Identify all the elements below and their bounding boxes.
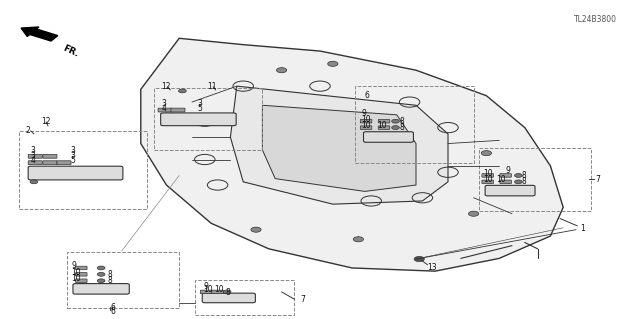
- FancyBboxPatch shape: [378, 119, 390, 123]
- FancyBboxPatch shape: [28, 161, 42, 165]
- Text: 8: 8: [522, 177, 526, 186]
- Circle shape: [468, 211, 479, 216]
- FancyBboxPatch shape: [360, 119, 372, 123]
- Text: 7: 7: [595, 175, 600, 184]
- Text: 8: 8: [522, 171, 526, 180]
- Text: 3: 3: [31, 146, 36, 155]
- FancyBboxPatch shape: [482, 174, 493, 177]
- Text: 8: 8: [400, 117, 404, 126]
- Text: 3: 3: [31, 151, 36, 160]
- Circle shape: [414, 256, 424, 262]
- FancyBboxPatch shape: [43, 154, 57, 158]
- Text: 6: 6: [110, 308, 115, 316]
- Circle shape: [179, 89, 186, 93]
- FancyBboxPatch shape: [485, 185, 535, 196]
- Text: 4: 4: [161, 104, 166, 113]
- FancyBboxPatch shape: [364, 132, 413, 142]
- Text: 6: 6: [365, 91, 370, 100]
- FancyBboxPatch shape: [212, 290, 223, 293]
- Circle shape: [97, 266, 105, 270]
- Text: 10: 10: [362, 115, 371, 124]
- Text: 9: 9: [204, 282, 209, 291]
- Text: 7: 7: [301, 295, 306, 304]
- Circle shape: [481, 151, 492, 156]
- Text: 10: 10: [483, 169, 493, 178]
- FancyBboxPatch shape: [360, 126, 372, 130]
- Circle shape: [515, 180, 522, 184]
- Circle shape: [223, 290, 231, 294]
- FancyBboxPatch shape: [161, 113, 236, 126]
- Text: 3: 3: [197, 99, 202, 108]
- Circle shape: [328, 61, 338, 66]
- Circle shape: [353, 237, 364, 242]
- Text: 13: 13: [428, 263, 437, 272]
- Circle shape: [97, 279, 105, 283]
- FancyBboxPatch shape: [378, 126, 390, 130]
- FancyBboxPatch shape: [202, 293, 255, 303]
- FancyBboxPatch shape: [76, 272, 87, 276]
- Circle shape: [515, 174, 522, 177]
- FancyBboxPatch shape: [73, 284, 129, 294]
- Text: 12: 12: [42, 117, 51, 126]
- Text: TL24B3800: TL24B3800: [573, 15, 617, 24]
- Circle shape: [30, 180, 38, 184]
- Polygon shape: [141, 38, 563, 271]
- Text: 8: 8: [108, 276, 112, 285]
- Text: 1: 1: [580, 224, 584, 233]
- FancyBboxPatch shape: [171, 108, 185, 112]
- Text: 5: 5: [70, 156, 76, 165]
- Text: 2: 2: [26, 126, 30, 135]
- FancyBboxPatch shape: [76, 279, 87, 283]
- Text: 10: 10: [362, 121, 371, 130]
- FancyBboxPatch shape: [28, 166, 123, 180]
- Text: 6: 6: [110, 303, 115, 312]
- Text: 10: 10: [378, 121, 387, 130]
- FancyBboxPatch shape: [28, 154, 42, 158]
- Circle shape: [276, 68, 287, 73]
- Text: 8: 8: [400, 123, 404, 132]
- FancyBboxPatch shape: [76, 266, 87, 270]
- Text: FR.: FR.: [61, 44, 79, 59]
- Text: 8: 8: [226, 288, 230, 297]
- Circle shape: [392, 119, 399, 123]
- Text: 10: 10: [496, 175, 506, 184]
- Text: 10: 10: [204, 285, 213, 294]
- Text: 10: 10: [483, 175, 493, 184]
- FancyBboxPatch shape: [200, 290, 212, 293]
- Text: 3: 3: [70, 151, 76, 160]
- Text: 9: 9: [506, 166, 511, 175]
- Text: 11: 11: [207, 82, 216, 91]
- Polygon shape: [230, 86, 448, 204]
- Text: 3: 3: [70, 146, 76, 155]
- Text: 9: 9: [72, 261, 77, 270]
- FancyBboxPatch shape: [482, 180, 493, 184]
- Polygon shape: [262, 105, 416, 191]
- FancyBboxPatch shape: [500, 174, 511, 177]
- Circle shape: [251, 227, 261, 232]
- Circle shape: [97, 272, 105, 276]
- FancyBboxPatch shape: [43, 161, 57, 165]
- Text: 9: 9: [362, 109, 367, 118]
- Text: 10: 10: [214, 285, 224, 294]
- Text: 12: 12: [161, 82, 171, 91]
- Text: 5: 5: [197, 104, 202, 113]
- Circle shape: [392, 126, 399, 130]
- Text: 10: 10: [72, 268, 81, 277]
- Text: 8: 8: [108, 270, 112, 279]
- FancyBboxPatch shape: [57, 161, 71, 165]
- FancyArrow shape: [21, 27, 58, 41]
- Text: 10: 10: [72, 274, 81, 283]
- Text: 3: 3: [161, 99, 166, 108]
- FancyBboxPatch shape: [500, 180, 511, 184]
- Text: 4: 4: [31, 156, 36, 165]
- FancyBboxPatch shape: [158, 108, 172, 112]
